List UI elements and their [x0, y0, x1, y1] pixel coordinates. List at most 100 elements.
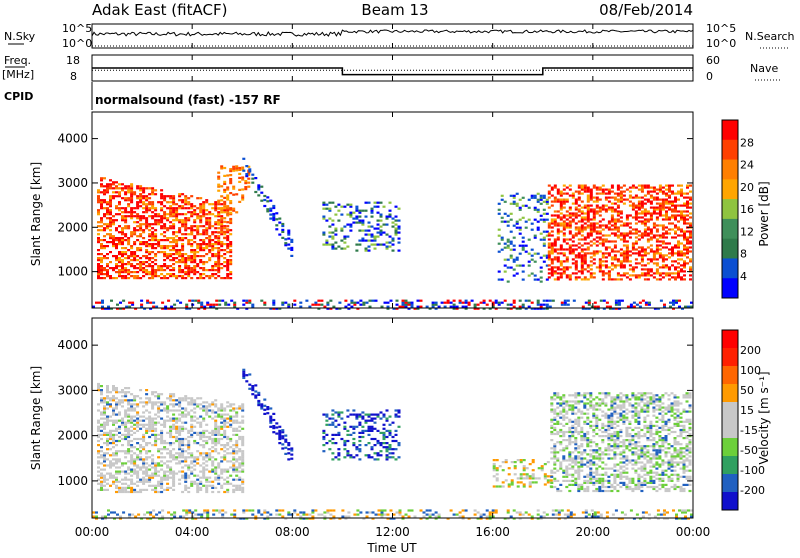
data-cell	[151, 261, 154, 263]
data-cell	[139, 458, 142, 460]
data-cell	[554, 256, 557, 258]
data-cell	[190, 249, 193, 251]
data-cell	[551, 230, 554, 232]
data-cell	[629, 191, 632, 193]
data-cell	[157, 450, 160, 452]
data-cell	[205, 489, 208, 491]
data-cell	[635, 218, 638, 220]
data-cell	[175, 207, 178, 209]
data-cell	[626, 224, 629, 226]
data-cell	[586, 461, 589, 463]
data-cell	[629, 268, 632, 270]
data-cell	[556, 394, 559, 396]
data-cell	[244, 186, 247, 188]
data-cell	[208, 225, 211, 227]
data-cell	[238, 167, 241, 169]
data-cell	[178, 420, 181, 422]
data-cell	[172, 405, 175, 407]
data-cell	[590, 264, 593, 266]
data-cell	[139, 438, 142, 440]
data-cell	[671, 246, 674, 248]
data-cell	[127, 273, 130, 275]
data-cell	[369, 306, 372, 308]
data-cell	[540, 233, 543, 235]
data-cell	[109, 235, 112, 237]
data-cell	[584, 254, 587, 256]
data-cell	[211, 418, 214, 420]
data-cell	[328, 236, 331, 238]
data-cell	[175, 430, 178, 432]
data-cell	[626, 252, 629, 254]
data-cell	[151, 257, 154, 259]
data-cell	[100, 438, 103, 440]
data-cell	[590, 191, 593, 193]
data-cell	[193, 225, 196, 227]
data-cell	[193, 458, 196, 460]
data-cell	[577, 470, 580, 472]
data-cell	[662, 203, 665, 205]
data-cell	[584, 207, 587, 209]
data-cell	[133, 255, 136, 257]
data-cell	[178, 239, 181, 241]
data-cell	[635, 232, 638, 234]
data-cell	[569, 220, 572, 222]
data-cell	[563, 270, 566, 272]
data-cell	[641, 268, 644, 270]
data-cell	[121, 438, 124, 440]
data-cell	[380, 454, 383, 456]
data-cell	[124, 479, 127, 481]
data-cell	[602, 205, 605, 207]
data-cell	[537, 209, 540, 211]
data-cell	[199, 243, 202, 245]
data-cell	[496, 479, 499, 481]
data-cell	[214, 469, 217, 471]
data-cell	[229, 192, 232, 194]
data-cell	[97, 430, 100, 432]
data-cell	[641, 191, 644, 193]
data-cell	[151, 237, 154, 239]
data-cell	[205, 219, 208, 221]
data-cell	[686, 205, 689, 207]
data-cell	[328, 226, 331, 228]
data-cell	[169, 237, 172, 239]
data-cell	[683, 216, 686, 218]
data-cell	[151, 265, 154, 267]
data-cell	[532, 481, 535, 483]
data-cell	[121, 491, 124, 493]
data-cell	[130, 399, 133, 401]
data-cell	[106, 241, 109, 243]
data-cell	[238, 477, 241, 479]
data-cell	[590, 195, 593, 197]
data-cell	[127, 211, 130, 213]
data-cell	[229, 255, 232, 257]
data-cell	[166, 420, 169, 422]
data-cell	[551, 252, 554, 254]
data-cell	[572, 272, 575, 274]
data-cell	[100, 207, 103, 209]
data-cell	[136, 225, 139, 227]
data-cell	[190, 485, 193, 487]
data-cell	[517, 459, 520, 461]
data-cell	[557, 210, 560, 212]
data-cell	[145, 473, 148, 475]
data-cell	[578, 187, 581, 189]
data-cell	[205, 247, 208, 249]
data-cell	[323, 306, 326, 308]
data-cell	[392, 218, 395, 220]
data-cell	[349, 426, 352, 428]
data-cell	[199, 225, 202, 227]
data-cell	[151, 251, 154, 253]
data-cell	[211, 469, 214, 471]
data-cell	[244, 180, 247, 182]
date-title: 08/Feb/2014	[599, 1, 693, 19]
data-cell	[172, 424, 175, 426]
data-cell	[142, 466, 145, 468]
data-cell	[106, 201, 109, 203]
data-cell	[477, 304, 480, 306]
data-cell	[557, 256, 560, 258]
data-cell	[241, 428, 244, 430]
data-cell	[142, 483, 145, 485]
data-cell	[554, 278, 557, 280]
data-cell	[605, 260, 608, 262]
data-cell	[677, 244, 680, 246]
